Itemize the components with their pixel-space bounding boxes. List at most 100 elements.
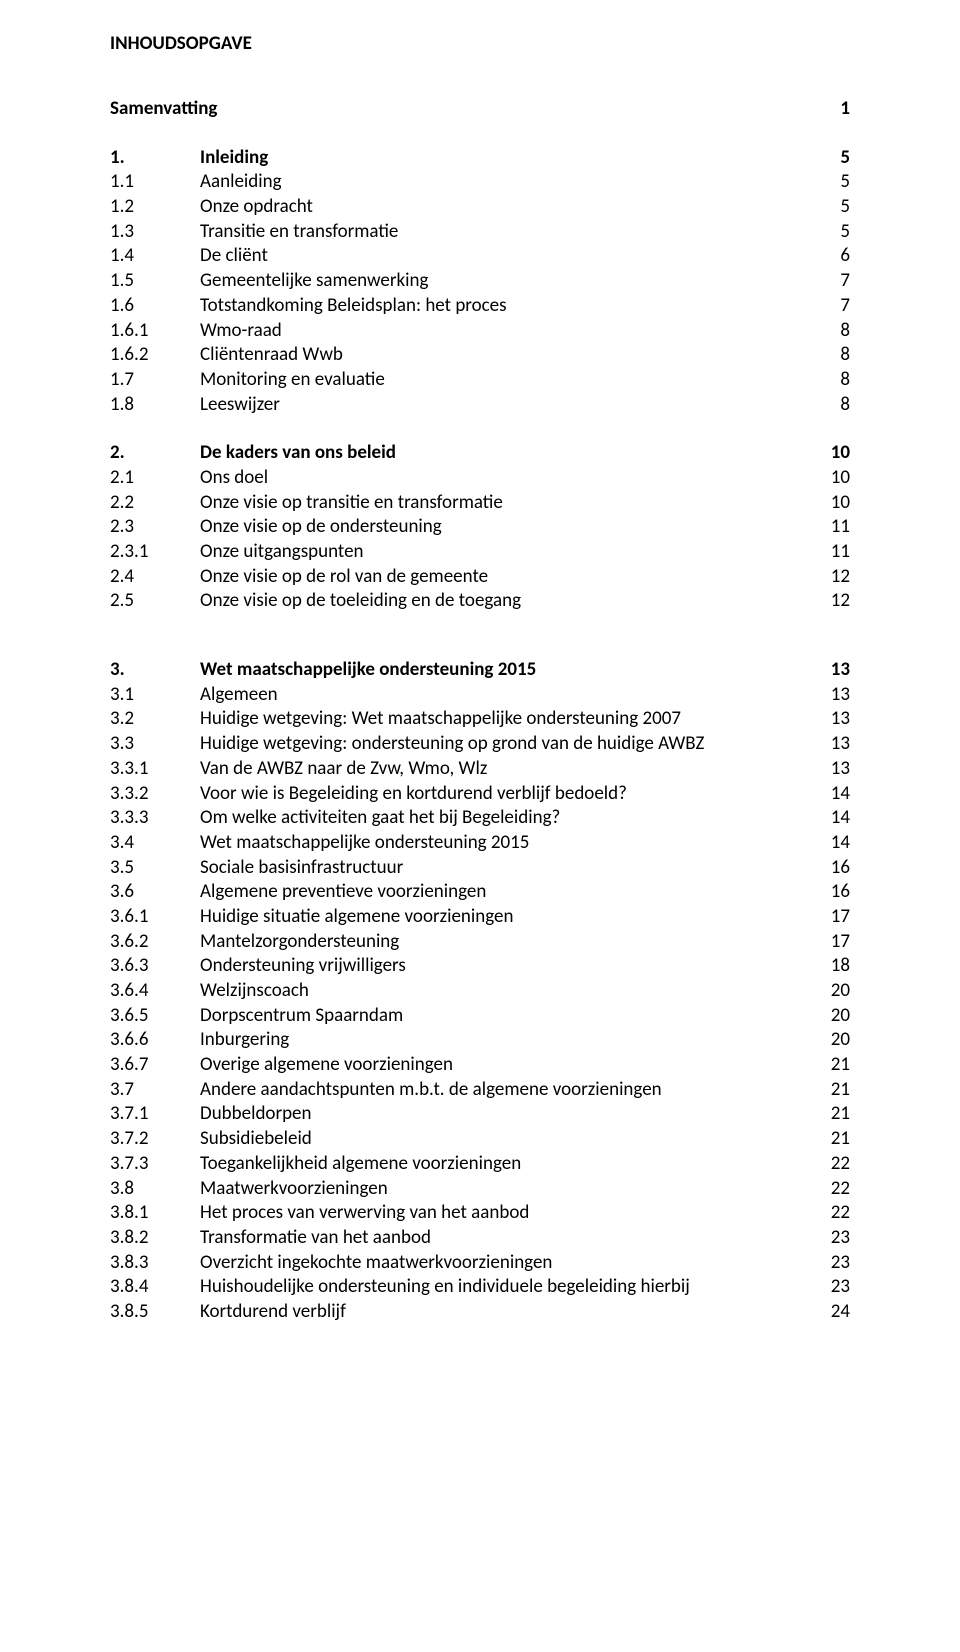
toc-row: 2.De kaders van ons beleid10 xyxy=(110,441,850,466)
toc-title: Welzijnscoach xyxy=(200,979,814,1004)
toc-row: 3.6.7Overige algemene voorzieningen21 xyxy=(110,1053,850,1078)
toc-title: Onze opdracht xyxy=(200,195,814,220)
toc-page-number: 20 xyxy=(814,1004,850,1029)
toc-row: 2.2Onze visie op transitie en transforma… xyxy=(110,491,850,516)
toc-number: 3.7.1 xyxy=(110,1102,200,1127)
toc-gap xyxy=(110,122,850,146)
toc-page-number: 5 xyxy=(814,220,850,245)
toc-row: 1.4De cliënt6 xyxy=(110,244,850,269)
toc-page-number: 16 xyxy=(814,856,850,881)
toc-title: Inburgering xyxy=(200,1028,814,1053)
toc-number: 3.6.5 xyxy=(110,1004,200,1029)
toc-page-number: 24 xyxy=(814,1300,850,1325)
toc-number: 3.1 xyxy=(110,683,200,708)
toc-title: Totstandkoming Beleidsplan: het proces xyxy=(200,294,814,319)
toc-row: 3.7.2Subsidiebeleid21 xyxy=(110,1127,850,1152)
toc-number: 1.6.1 xyxy=(110,319,200,344)
toc-row: 3.4Wet maatschappelijke ondersteuning 20… xyxy=(110,831,850,856)
toc-page-number: 8 xyxy=(814,393,850,418)
toc-page-number: 7 xyxy=(814,269,850,294)
toc-row: 3.6Algemene preventieve voorzieningen16 xyxy=(110,880,850,905)
toc-row: 3.6.6Inburgering20 xyxy=(110,1028,850,1053)
toc-page-number: 16 xyxy=(814,880,850,905)
toc-title: Transformatie van het aanbod xyxy=(200,1226,814,1251)
toc-title: Huidige situatie algemene voorzieningen xyxy=(200,905,814,930)
toc-row: 3.8.1Het proces van verwerving van het a… xyxy=(110,1201,850,1226)
toc-number: 3.6.1 xyxy=(110,905,200,930)
toc-title: Monitoring en evaluatie xyxy=(200,368,814,393)
toc-number: 3.3.3 xyxy=(110,806,200,831)
toc-title: Subsidiebeleid xyxy=(200,1127,814,1152)
toc-number: 3.3 xyxy=(110,732,200,757)
toc-title: Leeswijzer xyxy=(200,393,814,418)
toc-row: 2.3Onze visie op de ondersteuning11 xyxy=(110,515,850,540)
toc-title: Huidige wetgeving: ondersteuning op gron… xyxy=(200,732,814,757)
toc-number: 1.2 xyxy=(110,195,200,220)
toc-number: 3.8.5 xyxy=(110,1300,200,1325)
toc-page-number: 11 xyxy=(814,515,850,540)
toc-number: 2.5 xyxy=(110,589,200,614)
toc-page-number: 13 xyxy=(814,683,850,708)
toc-row: 1.6.1Wmo-raad8 xyxy=(110,319,850,344)
toc-page-number: 22 xyxy=(814,1152,850,1177)
toc-number: 3.5 xyxy=(110,856,200,881)
toc-page-number: 13 xyxy=(814,658,850,683)
toc-page-number: 6 xyxy=(814,244,850,269)
toc-page-number: 8 xyxy=(814,368,850,393)
toc-number: 3.4 xyxy=(110,831,200,856)
toc-row: 3.6.5Dorpscentrum Spaarndam20 xyxy=(110,1004,850,1029)
toc-title: Wet maatschappelijke ondersteuning 2015 xyxy=(200,831,814,856)
toc-page-number: 13 xyxy=(814,707,850,732)
toc-row: 3.6.2Mantelzorgondersteuning17 xyxy=(110,930,850,955)
toc-page-number: 10 xyxy=(814,491,850,516)
toc-row: 3.1Algemeen13 xyxy=(110,683,850,708)
toc-row: 1.6Totstandkoming Beleidsplan: het proce… xyxy=(110,294,850,319)
toc-number: 1. xyxy=(110,146,200,171)
toc-number: 3.8.3 xyxy=(110,1251,200,1276)
toc-row: 3.6.4Welzijnscoach20 xyxy=(110,979,850,1004)
toc-title: Cliëntenraad Wwb xyxy=(200,343,814,368)
toc-title: Huishoudelijke ondersteuning en individu… xyxy=(200,1275,814,1300)
toc-row: 1.2Onze opdracht5 xyxy=(110,195,850,220)
toc-title: Onze visie op de ondersteuning xyxy=(200,515,814,540)
toc-title: Het proces van verwerving van het aanbod xyxy=(200,1201,814,1226)
toc-page-number: 13 xyxy=(814,732,850,757)
toc-page-number: 14 xyxy=(814,806,850,831)
toc-title: Dubbeldorpen xyxy=(200,1102,814,1127)
toc-page-number: 12 xyxy=(814,589,850,614)
toc-number: 3.8.4 xyxy=(110,1275,200,1300)
toc-number: 3.6.7 xyxy=(110,1053,200,1078)
toc-number: 2.2 xyxy=(110,491,200,516)
toc-number: 1.5 xyxy=(110,269,200,294)
toc-title: De cliënt xyxy=(200,244,814,269)
toc-title: Gemeentelijke samenwerking xyxy=(200,269,814,294)
toc-page-number: 17 xyxy=(814,930,850,955)
toc-number: 3.7.3 xyxy=(110,1152,200,1177)
toc-page-number: 23 xyxy=(814,1226,850,1251)
toc-title: Algemeen xyxy=(200,683,814,708)
toc-page-number: 11 xyxy=(814,540,850,565)
toc-title: Onze visie op de toeleiding en de toegan… xyxy=(200,589,814,614)
toc-title: Kortdurend verblijf xyxy=(200,1300,814,1325)
toc-page-number: 21 xyxy=(814,1102,850,1127)
toc-title: Samenvatting xyxy=(110,97,814,122)
toc-page-number: 22 xyxy=(814,1201,850,1226)
toc-page-number: 14 xyxy=(814,782,850,807)
toc-page-number: 12 xyxy=(814,565,850,590)
toc-number: 3.6.3 xyxy=(110,954,200,979)
toc-row: 1.Inleiding5 xyxy=(110,146,850,171)
toc-page-number: 21 xyxy=(814,1053,850,1078)
toc-page-number: 22 xyxy=(814,1177,850,1202)
toc-title: Aanleiding xyxy=(200,170,814,195)
toc-page-number: 20 xyxy=(814,1028,850,1053)
toc-row: 3.8.5Kortdurend verblijf24 xyxy=(110,1300,850,1325)
toc-page-number: 21 xyxy=(814,1127,850,1152)
toc-row: 3.6.1Huidige situatie algemene voorzieni… xyxy=(110,905,850,930)
toc-title: Ondersteuning vrijwilligers xyxy=(200,954,814,979)
toc-title: Overzicht ingekochte maatwerkvoorziening… xyxy=(200,1251,814,1276)
toc-page-number: 23 xyxy=(814,1251,850,1276)
toc-number: 1.6.2 xyxy=(110,343,200,368)
toc-number: 3.8 xyxy=(110,1177,200,1202)
toc-page-number: 10 xyxy=(814,466,850,491)
toc-row: 2.5Onze visie op de toeleiding en de toe… xyxy=(110,589,850,614)
